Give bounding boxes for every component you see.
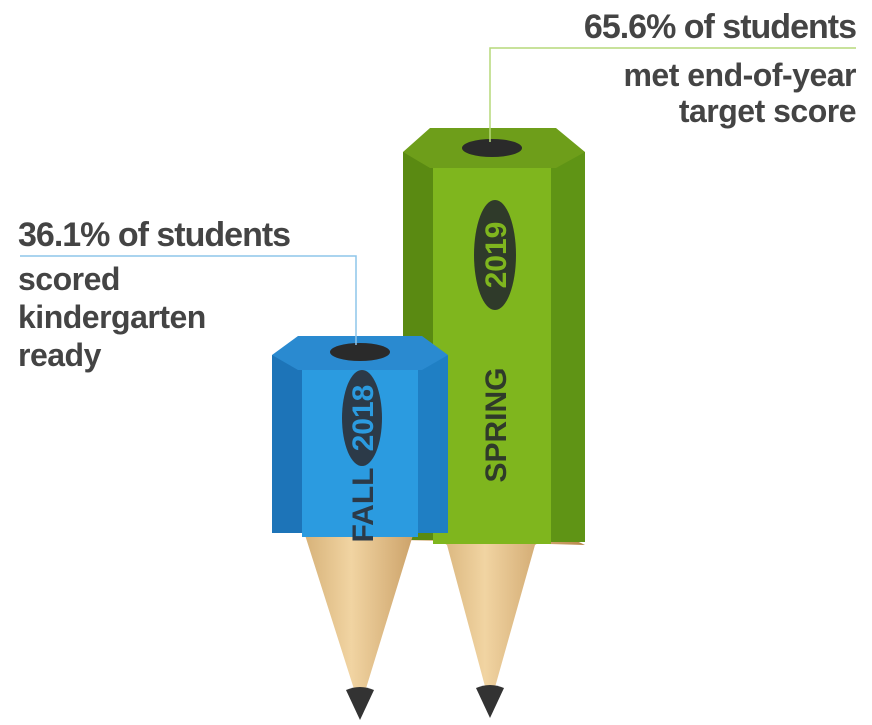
callout-line bbox=[20, 255, 357, 345]
callout-headline: 65.6% of students bbox=[584, 8, 856, 46]
callout-text: ready bbox=[18, 337, 102, 373]
pencil-wood bbox=[272, 526, 448, 708]
year-badge bbox=[474, 200, 516, 310]
pencil-year: 2019 bbox=[480, 222, 513, 289]
blue-pencil: 2018 FALL bbox=[272, 336, 448, 720]
pencil-tip bbox=[476, 685, 504, 718]
pencil-season: FALL bbox=[347, 468, 380, 543]
year-badge bbox=[342, 370, 382, 466]
pencil-lead bbox=[330, 343, 390, 361]
callout-text: kindergarten bbox=[18, 299, 206, 335]
pencil-tip bbox=[346, 687, 374, 720]
pencil-wood bbox=[403, 536, 585, 705]
pencil-lead bbox=[462, 139, 522, 157]
callout-text: scored bbox=[18, 261, 120, 297]
callout-line bbox=[489, 47, 856, 142]
pencil-side bbox=[551, 152, 585, 542]
callout-text: met end-of-year bbox=[623, 57, 856, 93]
callout-headline: 36.1% of students bbox=[18, 216, 290, 254]
pencil-side bbox=[418, 355, 448, 533]
pencil-year: 2018 bbox=[347, 385, 380, 452]
green-pencil: 2019 SPRING bbox=[403, 128, 585, 718]
pencil-side bbox=[272, 355, 302, 533]
callout-text: target score bbox=[679, 93, 856, 129]
pencil-season: SPRING bbox=[480, 367, 513, 482]
